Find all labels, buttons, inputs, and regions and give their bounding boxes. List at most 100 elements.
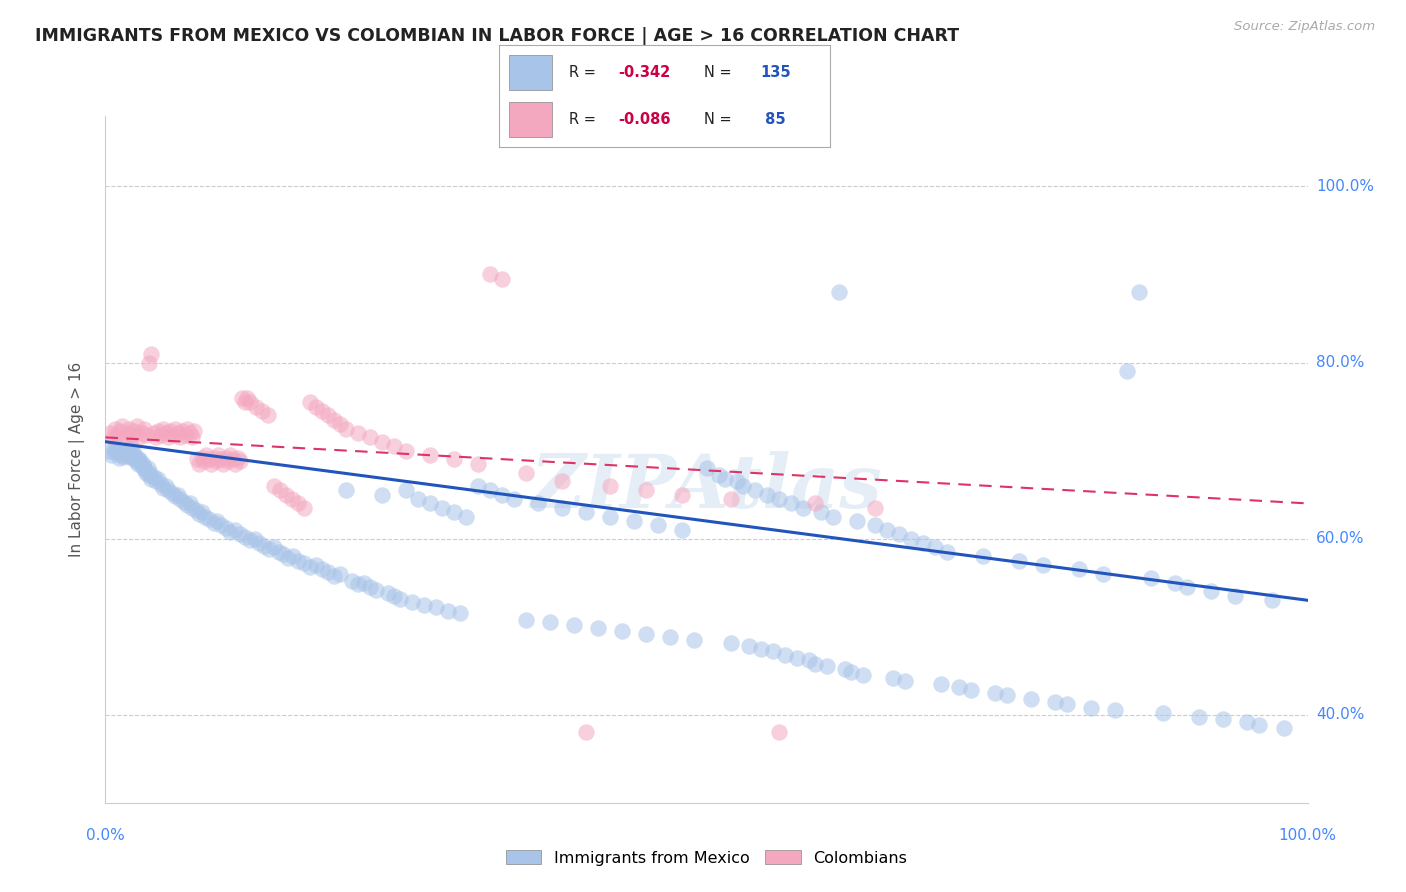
- Point: [322, 568, 344, 582]
- Point: [236, 391, 259, 405]
- Point: [229, 527, 252, 541]
- Point: [479, 483, 502, 498]
- Point: [120, 439, 142, 453]
- Point: [145, 475, 167, 489]
- Point: [430, 500, 453, 515]
- Point: [797, 653, 820, 667]
- Point: [239, 533, 262, 548]
- Point: [786, 650, 808, 665]
- Point: [219, 448, 242, 462]
- Point: [900, 532, 922, 546]
- Point: [353, 575, 375, 590]
- Point: [124, 454, 146, 468]
- Point: [98, 425, 121, 440]
- Text: 135: 135: [761, 65, 790, 79]
- Point: [198, 452, 221, 467]
- Point: [233, 530, 256, 544]
- Point: [454, 509, 477, 524]
- Text: -0.086: -0.086: [619, 112, 671, 127]
- Point: [828, 285, 851, 299]
- Point: [239, 395, 262, 409]
- Point: [538, 615, 561, 630]
- Point: [124, 448, 146, 462]
- Point: [768, 491, 790, 506]
- Point: [972, 549, 994, 564]
- Point: [117, 449, 139, 463]
- Point: [335, 483, 357, 498]
- Point: [112, 450, 135, 464]
- Point: [863, 500, 886, 515]
- Point: [1260, 593, 1282, 607]
- Point: [107, 450, 129, 465]
- Point: [382, 589, 405, 603]
- Point: [1140, 571, 1163, 585]
- Point: [803, 496, 825, 510]
- Point: [491, 272, 513, 286]
- Point: [124, 424, 146, 438]
- Point: [132, 421, 155, 435]
- Point: [737, 639, 759, 653]
- Point: [155, 425, 177, 440]
- Point: [960, 683, 983, 698]
- Point: [138, 468, 160, 483]
- Point: [636, 483, 658, 498]
- Point: [104, 421, 127, 435]
- Point: [243, 532, 266, 546]
- Point: [1272, 721, 1295, 735]
- Point: [145, 430, 167, 444]
- Point: [863, 518, 886, 533]
- Point: [1104, 703, 1126, 717]
- Point: [267, 545, 290, 559]
- Point: [188, 457, 211, 471]
- Text: 100.0%: 100.0%: [1278, 828, 1337, 843]
- Point: [311, 562, 333, 576]
- Point: [166, 425, 188, 440]
- Point: [128, 430, 150, 444]
- Point: [202, 516, 225, 530]
- Text: ZIPAtlas: ZIPAtlas: [530, 450, 883, 523]
- Point: [233, 395, 256, 409]
- Point: [142, 425, 165, 440]
- Point: [707, 468, 730, 483]
- Point: [205, 454, 228, 468]
- Point: [834, 662, 856, 676]
- Point: [173, 427, 195, 442]
- Point: [118, 421, 141, 435]
- Point: [217, 454, 239, 468]
- Point: [194, 509, 217, 524]
- Point: [269, 483, 291, 498]
- Point: [647, 518, 669, 533]
- Point: [316, 565, 339, 579]
- Point: [449, 607, 471, 621]
- Point: [1069, 562, 1091, 576]
- Point: [347, 577, 370, 591]
- Point: [273, 548, 295, 562]
- Point: [292, 500, 315, 515]
- Point: [1128, 285, 1150, 299]
- Point: [104, 445, 127, 459]
- Point: [1175, 580, 1198, 594]
- Point: [132, 457, 155, 471]
- Point: [659, 630, 682, 644]
- Point: [176, 421, 198, 435]
- Point: [231, 391, 253, 405]
- Point: [503, 491, 526, 506]
- Point: [200, 457, 222, 471]
- Point: [551, 475, 574, 489]
- Text: Source: ZipAtlas.com: Source: ZipAtlas.com: [1234, 20, 1375, 33]
- Point: [108, 424, 131, 438]
- Point: [152, 421, 174, 435]
- Point: [166, 487, 188, 501]
- Point: [139, 466, 162, 480]
- Point: [224, 523, 246, 537]
- Point: [222, 452, 245, 467]
- Point: [256, 409, 278, 423]
- Point: [281, 491, 304, 506]
- Point: [371, 434, 394, 449]
- FancyBboxPatch shape: [509, 102, 553, 137]
- Point: [224, 457, 246, 471]
- Point: [623, 514, 645, 528]
- Text: 40.0%: 40.0%: [1316, 707, 1364, 723]
- Point: [575, 505, 598, 519]
- Point: [887, 527, 910, 541]
